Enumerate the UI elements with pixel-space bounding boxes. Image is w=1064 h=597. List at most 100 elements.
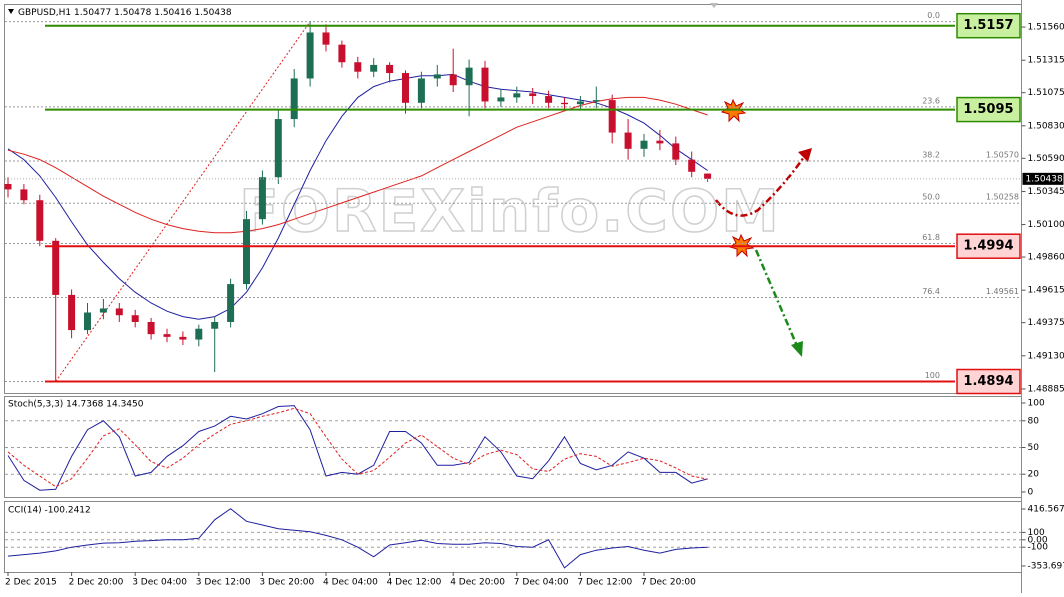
y-tick-label: 1.50830 bbox=[1028, 121, 1064, 131]
header-low: 1.50416 bbox=[154, 8, 191, 18]
fib-label: 61.8 bbox=[922, 233, 940, 242]
y-tick-label: 1.49860 bbox=[1028, 253, 1064, 263]
candle-body bbox=[370, 65, 377, 72]
candle-body bbox=[243, 219, 250, 284]
candle-body bbox=[688, 160, 695, 172]
stoch-title: Stoch(5,3,3) 14.7368 14.3450 bbox=[8, 400, 144, 410]
candle-body bbox=[36, 200, 43, 241]
y-tick-label: 1.49130 bbox=[1028, 351, 1064, 361]
candle-body bbox=[291, 78, 298, 119]
candle-body bbox=[561, 103, 568, 104]
candle-body bbox=[132, 315, 139, 322]
x-tick-label: 2 Dec 2015 bbox=[5, 578, 57, 588]
candle-body bbox=[625, 133, 632, 149]
candle-body bbox=[609, 100, 616, 132]
fib-label: 50.0 bbox=[922, 193, 940, 202]
fib-label: 76.4 bbox=[922, 287, 940, 296]
candle-body bbox=[100, 308, 107, 312]
candle-body bbox=[482, 68, 489, 102]
y-tick-label: -353.697 bbox=[1028, 561, 1064, 571]
header-close: 1.50438 bbox=[194, 8, 231, 18]
candle-body bbox=[354, 62, 361, 71]
y-tick-label: 1.50590 bbox=[1028, 154, 1064, 164]
y-tick-label: 80 bbox=[1028, 416, 1040, 426]
y-tick-label: 0 bbox=[1028, 488, 1034, 498]
y-tick-label: -100 bbox=[1028, 543, 1049, 553]
candle-body bbox=[386, 65, 393, 73]
header: GBPUSD,H1 1.50477 1.50478 1.50416 1.5043… bbox=[18, 8, 232, 18]
header-high: 1.50478 bbox=[114, 8, 151, 18]
y-tick-label: 50 bbox=[1028, 443, 1040, 453]
candle-body bbox=[672, 143, 679, 159]
candle-body bbox=[641, 141, 648, 149]
level-label: 1.5157 bbox=[963, 18, 1013, 33]
fib-label: 100 bbox=[925, 371, 940, 380]
candle-body bbox=[275, 119, 282, 177]
candle-body bbox=[593, 100, 600, 101]
symbol: GBPUSD,H1 bbox=[18, 8, 71, 18]
candle-body bbox=[5, 184, 12, 189]
cci-title: CCI(14) -100.2412 bbox=[8, 506, 91, 516]
candle-body bbox=[259, 177, 266, 219]
fib-label: 23.6 bbox=[922, 96, 940, 105]
y-tick-label: 100 bbox=[1028, 398, 1045, 408]
watermark: FOREXinfo.COM bbox=[239, 177, 781, 245]
candle-body bbox=[466, 68, 473, 86]
x-tick-label: 3 Dec 12:00 bbox=[196, 578, 251, 588]
x-tick-label: 3 Dec 20:00 bbox=[259, 578, 314, 588]
candle-body bbox=[211, 322, 218, 329]
cci-panel bbox=[5, 502, 1022, 573]
candle-body bbox=[52, 241, 59, 295]
candle-body bbox=[179, 337, 186, 340]
x-tick-label: 2 Dec 20:00 bbox=[69, 578, 124, 588]
y-tick-label: 1.49375 bbox=[1028, 318, 1064, 328]
x-tick-label: 7 Dec 12:00 bbox=[577, 578, 632, 588]
candle-body bbox=[307, 32, 314, 78]
y-tick-label: 20 bbox=[1028, 470, 1040, 480]
level-label: 1.4894 bbox=[963, 374, 1013, 389]
candle-body bbox=[434, 74, 441, 78]
candle-body bbox=[84, 313, 91, 331]
y-tick-label: 1.51075 bbox=[1028, 88, 1064, 98]
candle-body bbox=[338, 45, 345, 63]
candle-body bbox=[148, 322, 155, 334]
candle-body bbox=[577, 101, 584, 104]
candle-body bbox=[195, 329, 202, 340]
y-tick-label: 1.51315 bbox=[1028, 56, 1064, 66]
candle-body bbox=[513, 93, 520, 97]
x-tick-label: 7 Dec 04:00 bbox=[514, 578, 569, 588]
candle-body bbox=[545, 96, 552, 103]
y-tick-label: 1.48885 bbox=[1028, 384, 1064, 394]
candle-body bbox=[497, 97, 504, 101]
candle-body bbox=[323, 32, 330, 44]
x-tick-label: 7 Dec 20:00 bbox=[641, 578, 696, 588]
header-open: 1.50477 bbox=[74, 8, 111, 18]
level-label: 1.5095 bbox=[963, 102, 1013, 117]
current-price-label: 1.50438 bbox=[1026, 174, 1063, 184]
candle-body bbox=[402, 73, 409, 103]
y-tick-label: 1.51560 bbox=[1028, 23, 1064, 33]
candle-body bbox=[68, 295, 75, 330]
y-tick-label: 1.50100 bbox=[1028, 220, 1064, 230]
x-tick-label: 4 Dec 20:00 bbox=[450, 578, 505, 588]
candle-body bbox=[450, 74, 457, 85]
x-tick-label: 3 Dec 04:00 bbox=[132, 578, 187, 588]
fib-price: 1.50258 bbox=[986, 193, 1019, 202]
x-tick-label: 4 Dec 04:00 bbox=[323, 578, 378, 588]
candle-body bbox=[164, 334, 171, 337]
candle-body bbox=[656, 141, 663, 144]
candle-body bbox=[529, 93, 536, 96]
candle-body bbox=[116, 308, 123, 315]
level-label: 1.4994 bbox=[963, 239, 1013, 254]
y-tick-label: 1.50345 bbox=[1028, 187, 1064, 197]
candle-body bbox=[20, 189, 27, 200]
fib-label: 38.2 bbox=[922, 150, 940, 159]
candle-body bbox=[704, 174, 711, 179]
fib-price: 1.50570 bbox=[986, 150, 1019, 159]
fib-price: 1.49561 bbox=[986, 287, 1019, 296]
y-tick-label: 1.49615 bbox=[1028, 286, 1064, 296]
x-tick-label: 4 Dec 12:00 bbox=[387, 578, 442, 588]
candle-body bbox=[227, 284, 234, 322]
